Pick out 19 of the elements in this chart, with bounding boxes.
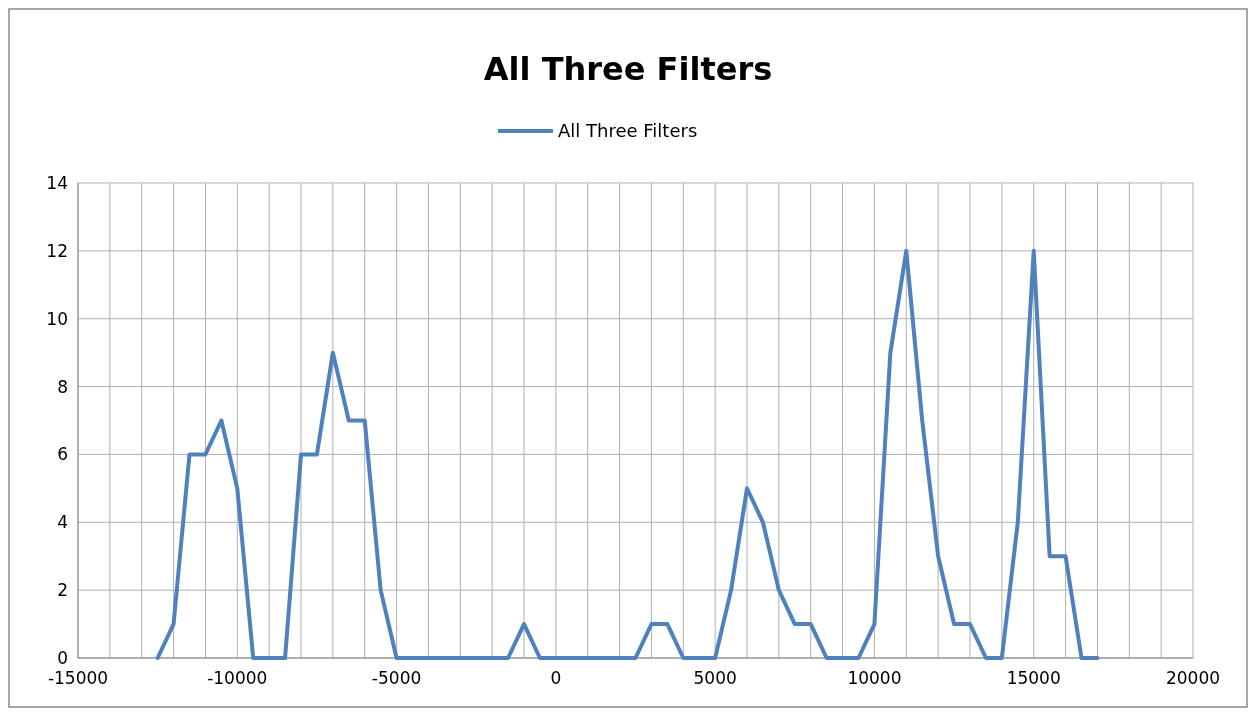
x-tick-label: -15000 <box>47 668 109 688</box>
legend-label: All Three Filters <box>558 120 698 142</box>
y-tick-label: 2 <box>57 580 68 601</box>
y-tick-label: 14 <box>46 172 68 193</box>
chart-title: All Three Filters <box>483 50 773 88</box>
y-tick-label: 0 <box>57 647 68 668</box>
y-tick-label: 4 <box>57 512 68 533</box>
x-tick-label: 15000 <box>1006 668 1061 688</box>
x-tick-label: 0 <box>550 668 562 688</box>
y-tick-label: 8 <box>57 376 68 397</box>
x-tick-label: 10000 <box>847 668 902 688</box>
y-tick-label: 12 <box>46 240 68 261</box>
x-tick-label: 20000 <box>1165 668 1221 688</box>
y-tick-label: 10 <box>46 308 68 329</box>
line-series <box>155 248 1100 660</box>
y-tick-label: 6 <box>57 444 68 465</box>
x-tick-label: 5000 <box>693 668 737 688</box>
x-tick-label: -10000 <box>207 668 268 688</box>
x-tick-label: -5000 <box>371 668 422 688</box>
